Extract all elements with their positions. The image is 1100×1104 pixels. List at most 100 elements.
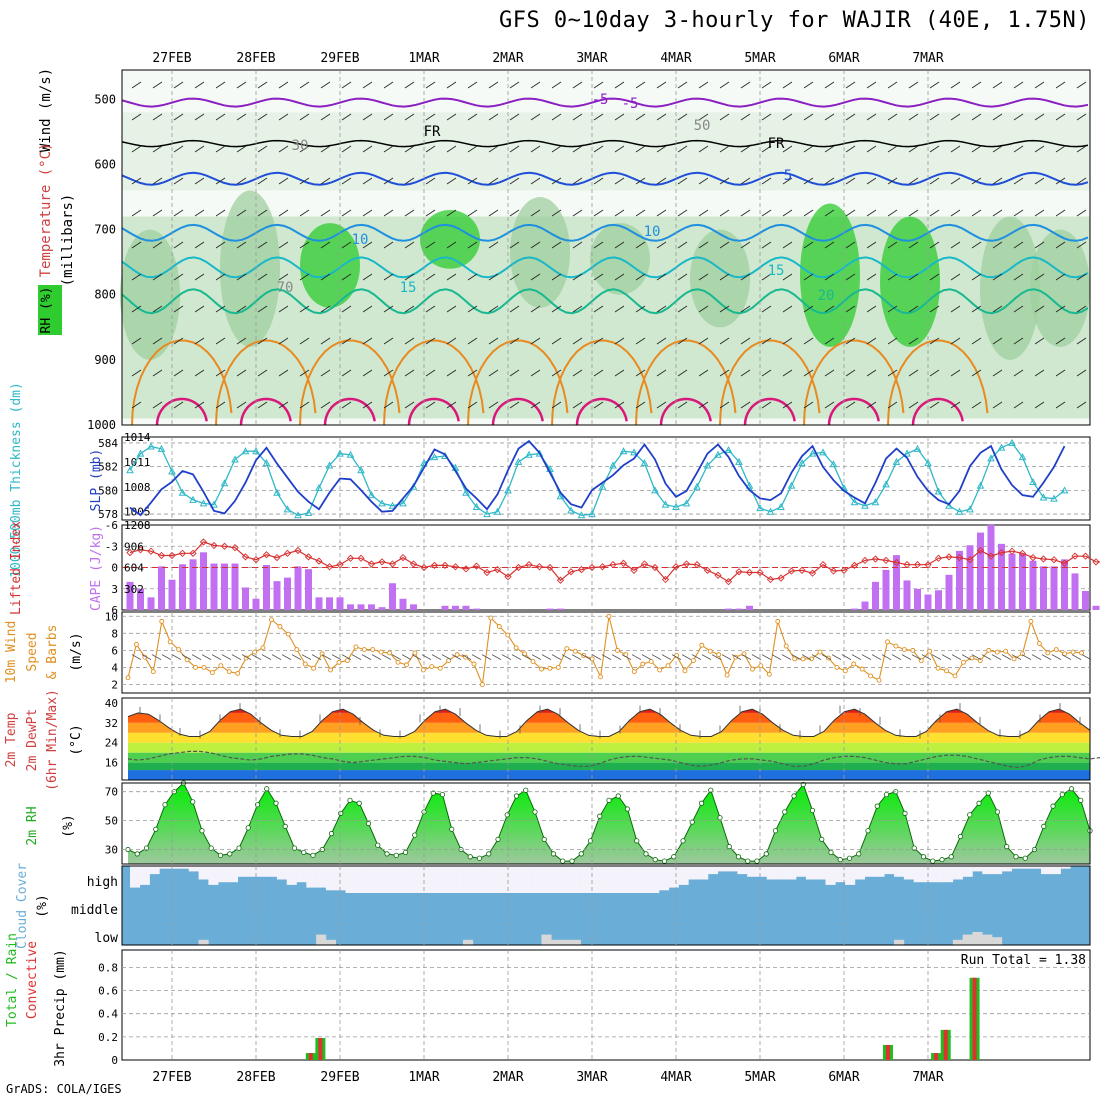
wind-barb xyxy=(1013,145,1024,153)
wind-barb xyxy=(383,241,394,249)
cape-bar xyxy=(1071,573,1079,610)
cloud-cell-high xyxy=(756,866,768,877)
wind-barb xyxy=(677,145,688,153)
precip-convective-bar xyxy=(308,1053,313,1060)
wind-barb-10m xyxy=(1011,654,1022,660)
wind-speed-point xyxy=(834,664,840,670)
date-label-bottom: 27FEB xyxy=(152,1070,191,1085)
cloud-cell-high xyxy=(1021,866,1032,869)
wind-barb xyxy=(152,337,163,345)
cloud-cell-high xyxy=(580,866,591,893)
wind-barb-10m xyxy=(321,654,332,660)
cloud-cell-high xyxy=(649,866,660,893)
thickness-point xyxy=(168,467,176,475)
wind-barb xyxy=(530,145,541,153)
wind-barb xyxy=(131,241,142,249)
wind-barb xyxy=(908,401,919,409)
cape-bar xyxy=(1050,566,1058,610)
wind-barb xyxy=(698,145,709,153)
rh2m-point xyxy=(541,836,547,843)
wind-barb xyxy=(341,113,352,121)
wind-barb-10m xyxy=(801,654,812,660)
wind-barb xyxy=(698,337,709,345)
rh-legend-swatch xyxy=(38,285,62,335)
cloud-cell-high xyxy=(943,866,954,883)
thickness-point xyxy=(367,491,376,499)
wind-barb-10m xyxy=(371,654,382,660)
wind-barb xyxy=(425,145,436,153)
wind-barb xyxy=(803,113,814,121)
li-tick: -6 xyxy=(105,519,118,532)
lifted-index-point xyxy=(819,561,827,569)
wind-barb xyxy=(530,241,541,249)
slp-tick: 1014 xyxy=(124,431,151,444)
lifted-index-point xyxy=(1071,552,1079,560)
wind-barb-10m xyxy=(381,654,392,660)
contour-label: 10 xyxy=(352,232,369,248)
wind-barb xyxy=(488,369,499,377)
wind-barb xyxy=(509,177,520,185)
wind-barb xyxy=(824,113,835,121)
lifted-index-point xyxy=(882,556,890,565)
wind10-label-b: Speed xyxy=(25,632,40,671)
cloud-cell-high xyxy=(130,866,141,888)
wind-speed-point xyxy=(555,664,561,670)
wind-barb xyxy=(173,337,184,345)
cloud-cell-high xyxy=(933,866,944,883)
rh2m-point xyxy=(680,838,686,844)
lifted-index-point xyxy=(378,558,386,566)
wind-barb-10m xyxy=(591,654,602,660)
cloud-cell-high xyxy=(472,866,483,893)
cape-bar xyxy=(158,566,165,610)
cape-bar xyxy=(347,604,354,610)
wind-barb xyxy=(215,209,226,217)
wind-barb xyxy=(257,177,268,185)
wind-barb-10m xyxy=(1071,654,1082,660)
lifted-index-point xyxy=(409,560,418,568)
cloud-cell-high xyxy=(854,866,865,880)
thickness-point xyxy=(724,445,733,454)
cloud-cell-high xyxy=(727,866,738,872)
lifted-index-point xyxy=(703,566,712,574)
wind-barb xyxy=(1034,305,1045,313)
thickness-point xyxy=(346,450,355,458)
wind-barb xyxy=(614,177,625,185)
wind-barb-10m xyxy=(351,654,362,660)
thickness-point xyxy=(609,461,617,469)
cape-tick: 604 xyxy=(124,562,144,575)
wind-barb xyxy=(614,305,625,313)
rh2m-point xyxy=(486,851,492,857)
lifted-index-point xyxy=(945,553,953,561)
temp-contour-15 xyxy=(121,256,1089,279)
wind-barb xyxy=(1034,145,1045,153)
wind-barb xyxy=(530,305,541,313)
temp-contour-5 xyxy=(121,171,1089,186)
wind-barb xyxy=(782,177,793,185)
wind-barb xyxy=(425,177,436,185)
pressure-tick: 500 xyxy=(94,92,116,106)
wind-barb xyxy=(446,145,457,153)
wind-barb xyxy=(152,209,163,217)
cloud-cell-high xyxy=(492,866,503,893)
wind-barb xyxy=(677,177,688,185)
wind-barb xyxy=(320,145,331,153)
wind-barb xyxy=(488,177,499,185)
cloud-cell-high xyxy=(805,866,817,880)
wind-barb xyxy=(257,337,268,345)
cloud-cell-low xyxy=(198,939,209,945)
wind-barb xyxy=(698,401,709,409)
cape-bar xyxy=(1082,591,1089,610)
wind-barb xyxy=(740,241,751,249)
wind-barb xyxy=(236,369,247,377)
cloud-cell-high xyxy=(237,866,248,877)
wind-barb xyxy=(278,113,289,121)
rh2m-axis-label: 2m RH xyxy=(25,806,40,845)
wind-speed-point xyxy=(311,665,317,671)
rh-cell xyxy=(980,216,1040,360)
cape-bar xyxy=(924,594,932,610)
chart-title: GFS 0~10day 3-hourly for WAJIR (40E, 1.7… xyxy=(498,8,1090,33)
cloud-cell-high xyxy=(717,866,728,872)
date-label-top: 4MAR xyxy=(660,51,691,66)
rh2m-point xyxy=(310,852,316,858)
wind-barb xyxy=(614,241,625,249)
